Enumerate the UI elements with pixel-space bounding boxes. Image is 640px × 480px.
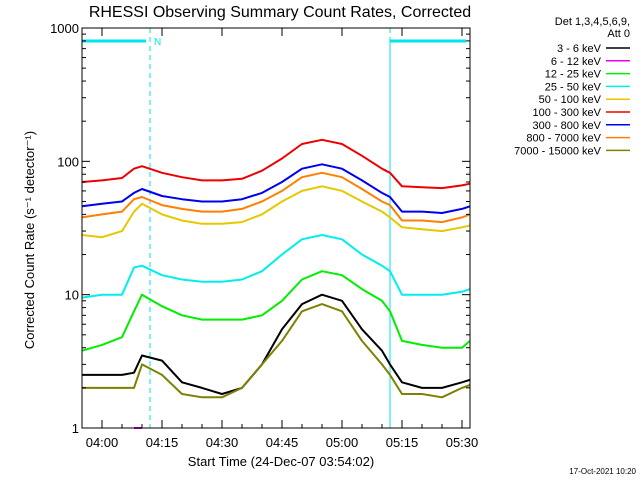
tick-layer: 04:00 04:15 04:30 04:45 05:00 05:15 05:30 1 10 10… [50, 21, 478, 450]
legend-label-12-25: 12 - 25 keV [545, 69, 602, 81]
legend-label-100-300: 100 - 300 keV [533, 107, 602, 119]
series-layer [81, 138, 471, 429]
x-tick-label: 05:15 [386, 435, 419, 450]
x-tick-label: 05:30 [446, 435, 479, 450]
chart-title: RHESSI Observing Summary Count Rates, Co… [89, 4, 471, 21]
footer-date: 17-Oct-2021 10:20 [569, 467, 636, 476]
axes-frame [81, 27, 471, 429]
series-line-12-25 [81, 270, 471, 352]
plot-area: N 04:00 04:15 04:30 04:45 05:00 05:15 05:30 1 10… [50, 21, 478, 450]
series-line-3-6 [82, 293, 471, 395]
x-tick-label: 04:00 [86, 435, 119, 450]
legend-label-300-800: 300 - 800 keV [533, 120, 602, 132]
legend-label-25-50: 25 - 50 keV [545, 81, 602, 93]
series-line-50-100 [81, 185, 471, 239]
x-tick-label: 04:30 [206, 435, 239, 450]
series-line-300-800 [81, 163, 471, 214]
y-axis-label: Corrected Count Rate (s⁻¹ detector⁻¹) [22, 131, 37, 349]
legend-header-line-1: Det 1,3,4,5,6,9, [555, 16, 630, 28]
flag-layer: N [82, 28, 466, 428]
x-tick-label: 05:00 [326, 435, 359, 450]
y-tick-label: 1000 [50, 21, 79, 36]
y-tick-label: 1 [72, 421, 79, 436]
x-tick-label: 04:45 [266, 435, 299, 450]
series-line-800-7000 [81, 171, 471, 224]
x-axis-label: Start Time (24-Dec-07 03:54:02) [188, 454, 374, 469]
legend-label-800-7000: 800 - 7000 keV [526, 133, 601, 145]
legend-label-7000-15000: 7000 - 15000 keV [514, 145, 602, 157]
y-tick-label: 10 [65, 288, 79, 303]
legend-header-line-2: Att 0 [607, 28, 630, 40]
flag-label: N [154, 37, 161, 48]
legend-label-6-12: 6 - 12 keV [551, 56, 602, 68]
legend-label-50-100: 50 - 100 keV [539, 94, 602, 106]
series-line-100-300 [81, 138, 471, 190]
legend-label-3-6: 3 - 6 keV [557, 43, 602, 55]
y-tick-label: 100 [57, 154, 79, 169]
series-line-7000-15000 [82, 303, 471, 399]
x-tick-label: 04:15 [146, 435, 179, 450]
series-line-25-50 [81, 234, 471, 299]
